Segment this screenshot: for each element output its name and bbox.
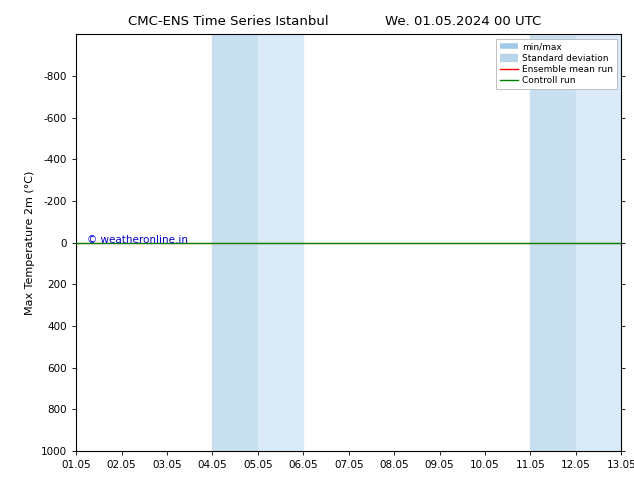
- Text: © weatheronline.in: © weatheronline.in: [87, 236, 188, 245]
- Legend: min/max, Standard deviation, Ensemble mean run, Controll run: min/max, Standard deviation, Ensemble me…: [496, 39, 617, 89]
- Text: CMC-ENS Time Series Istanbul: CMC-ENS Time Series Istanbul: [128, 15, 328, 28]
- Bar: [531, 34, 576, 451]
- Bar: [258, 34, 303, 451]
- Bar: [212, 34, 258, 451]
- Bar: [576, 34, 621, 451]
- Text: We. 01.05.2024 00 UTC: We. 01.05.2024 00 UTC: [385, 15, 541, 28]
- Y-axis label: Max Temperature 2m (°C): Max Temperature 2m (°C): [25, 171, 36, 315]
